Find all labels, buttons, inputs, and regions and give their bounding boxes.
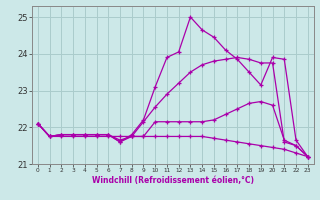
X-axis label: Windchill (Refroidissement éolien,°C): Windchill (Refroidissement éolien,°C) [92, 176, 254, 185]
